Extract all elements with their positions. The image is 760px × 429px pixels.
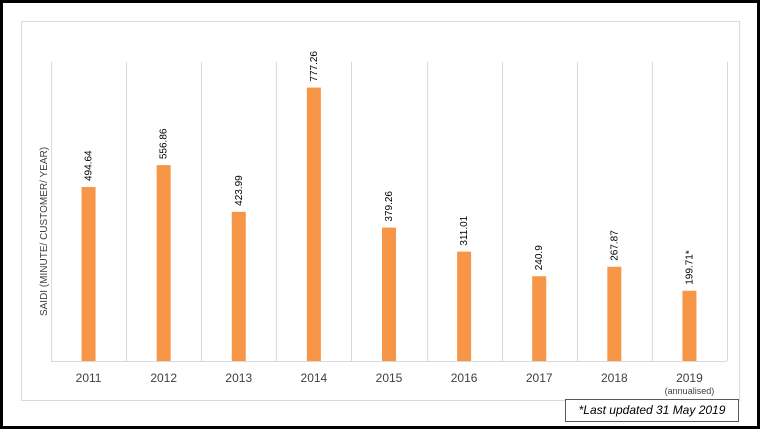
x-tick-2011: 2011 [76,371,102,385]
bar-2017 [532,276,547,361]
x-tick-2015: 2015 [376,371,403,385]
data-labels: 494.64 556.86 423.99 777.26 379.26 311.01 240.… [84,51,696,285]
bar-2013 [231,211,246,361]
bars [81,87,697,361]
x-tick-2012: 2012 [150,371,177,385]
data-label-2011: 494.64 [84,150,95,181]
data-label-2019: 199.71* [684,250,695,285]
data-label-2017: 240.9 [534,245,545,270]
bar-2016 [457,251,472,361]
bar-2018 [607,266,622,361]
data-label-2013: 423.99 [234,175,245,206]
y-axis-label: SAIDI (MINUTE/ CUSTOMER/ YEAR) [39,147,50,316]
x-tick-2013: 2013 [225,371,252,385]
x-tick-labels: 2011 2012 2013 2014 2015 2016 2017 2018 2019(ann… [76,371,715,396]
bar-2014 [306,87,321,361]
last-updated-note: *Last updated 31 May 2019 [565,399,739,422]
gridlines [51,62,728,362]
data-label-2012: 556.86 [159,128,170,159]
data-label-2014: 777.26 [309,51,320,82]
x-tick-2019: 2019 [676,371,703,385]
bar-2012 [156,165,171,361]
data-label-2015: 379.26 [384,191,395,222]
bar-2015 [382,227,396,361]
data-label-2016: 311.01 [459,215,470,245]
x-tick-2018: 2018 [601,371,628,385]
bar-2019 [682,290,697,361]
bar-2011 [81,187,96,361]
x-tick-2016: 2016 [451,371,478,385]
x-tick-sublabel: (annualised) [665,386,715,396]
x-tick-2017: 2017 [526,371,553,385]
x-tick-2014: 2014 [301,371,328,385]
data-label-2018: 267.87 [609,230,620,261]
